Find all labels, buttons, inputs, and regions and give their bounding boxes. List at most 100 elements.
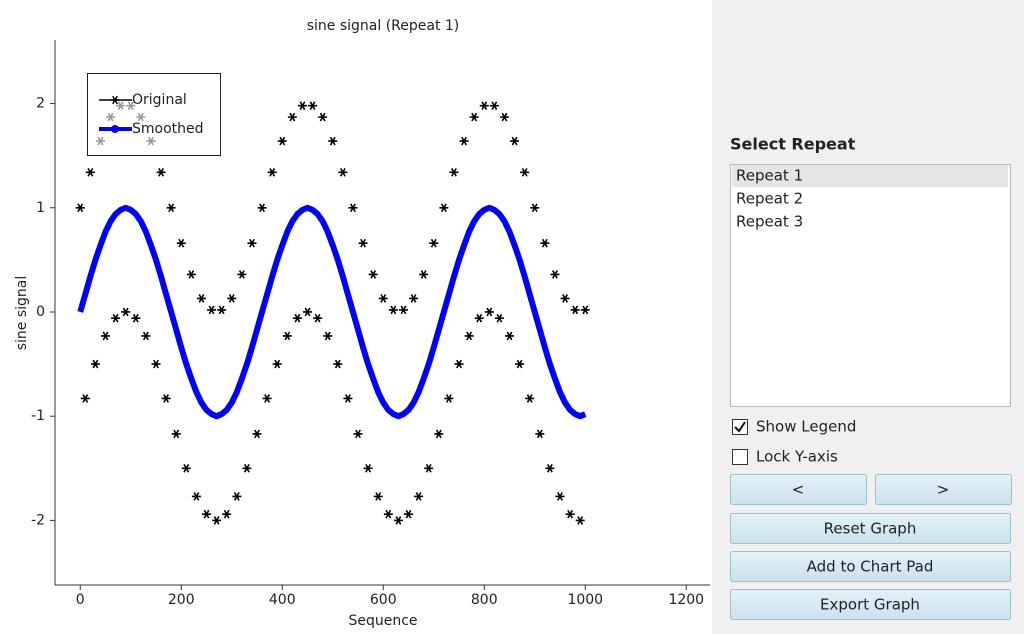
list-item[interactable]: Repeat 1 <box>736 167 803 185</box>
data-point <box>398 305 408 315</box>
data-point <box>570 305 580 315</box>
data-point <box>368 270 378 279</box>
data-point <box>520 168 530 177</box>
legend-label: Smoothed <box>132 121 204 137</box>
y-tick-label: 2 <box>36 96 45 112</box>
data-point <box>318 112 328 122</box>
x-tick-label: 800 <box>471 592 498 608</box>
checkbox[interactable] <box>732 449 748 465</box>
button-label[interactable]: Add to Chart Pad <box>807 558 934 576</box>
data-point <box>560 294 570 303</box>
data-point <box>540 238 550 248</box>
button-label[interactable]: Export Graph <box>820 596 920 614</box>
button-label[interactable]: Reset Graph <box>824 520 917 538</box>
repeat-list <box>730 164 1011 407</box>
data-point <box>262 394 272 403</box>
data-point <box>292 313 302 323</box>
data-point <box>333 359 343 369</box>
data-point <box>479 101 489 110</box>
data-point <box>525 394 535 403</box>
data-point <box>404 509 414 519</box>
data-point <box>181 463 191 473</box>
series-line <box>77 204 587 420</box>
data-point <box>474 313 484 323</box>
data-point <box>535 429 545 439</box>
data-point <box>267 168 277 177</box>
data-point <box>383 509 393 519</box>
data-point <box>580 305 590 315</box>
legend-label: Original <box>132 92 187 108</box>
data-point <box>510 136 520 146</box>
data-point <box>287 112 297 122</box>
data-point <box>505 331 515 341</box>
data-point <box>151 359 161 369</box>
x-tick-label: 200 <box>168 592 195 608</box>
data-point <box>530 203 540 213</box>
checkbox-label[interactable]: Lock Y-axis <box>756 448 838 466</box>
data-point <box>313 313 323 323</box>
data-point <box>419 270 429 279</box>
data-point <box>85 168 95 177</box>
y-tick-label: -2 <box>31 512 45 528</box>
data-point <box>555 492 565 501</box>
data-point <box>343 394 353 403</box>
data-point <box>378 294 388 303</box>
data-point <box>545 463 555 473</box>
data-point <box>489 101 499 110</box>
button-label[interactable]: < <box>792 481 805 499</box>
button[interactable] <box>875 474 1012 505</box>
legend-marker <box>110 95 120 105</box>
button[interactable] <box>730 513 1011 544</box>
y-tick-label: -1 <box>31 408 45 424</box>
data-point <box>156 168 166 177</box>
data-point <box>414 492 424 501</box>
y-tick-label: 0 <box>36 304 45 320</box>
button[interactable] <box>730 474 867 505</box>
data-point <box>171 429 181 439</box>
button-label[interactable]: > <box>937 481 950 499</box>
data-point <box>444 394 454 403</box>
y-tick-label: 1 <box>36 200 45 216</box>
list-item[interactable]: Repeat 2 <box>736 190 803 208</box>
data-point <box>191 492 201 501</box>
data-point <box>111 313 121 323</box>
data-point <box>454 359 464 369</box>
data-point <box>176 238 186 248</box>
x-tick-label: 1000 <box>567 592 603 608</box>
data-point <box>212 516 222 525</box>
panel-title: Select Repeat <box>730 135 856 154</box>
data-point <box>449 168 459 177</box>
checkbox-label[interactable]: Show Legend <box>756 418 856 436</box>
data-point <box>282 331 292 341</box>
checkbox[interactable] <box>732 419 748 435</box>
button[interactable] <box>730 589 1011 620</box>
data-point <box>409 294 419 303</box>
data-point <box>338 168 348 177</box>
legend-marker <box>111 125 119 133</box>
data-point <box>141 331 151 341</box>
data-point <box>131 313 141 323</box>
data-point <box>434 429 444 439</box>
data-point <box>257 203 267 213</box>
selected-item-highlight <box>732 165 1008 187</box>
data-point <box>121 307 131 317</box>
data-point <box>202 509 212 519</box>
chart-title: sine signal (Repeat 1) <box>307 18 460 34</box>
data-point <box>161 394 171 403</box>
data-point <box>388 305 398 315</box>
y-axis-label: sine signal <box>14 276 30 351</box>
data-point <box>277 136 287 146</box>
button[interactable] <box>730 551 1011 582</box>
data-point <box>217 305 227 315</box>
x-tick-label: 0 <box>76 592 85 608</box>
data-point <box>80 394 90 403</box>
data-point <box>252 429 262 439</box>
data-point <box>499 112 509 122</box>
data-point <box>373 492 383 501</box>
list-item[interactable]: Repeat 3 <box>736 213 803 231</box>
data-point <box>353 429 363 439</box>
data-point <box>101 331 111 341</box>
data-point <box>272 359 282 369</box>
legend-box <box>87 73 221 156</box>
